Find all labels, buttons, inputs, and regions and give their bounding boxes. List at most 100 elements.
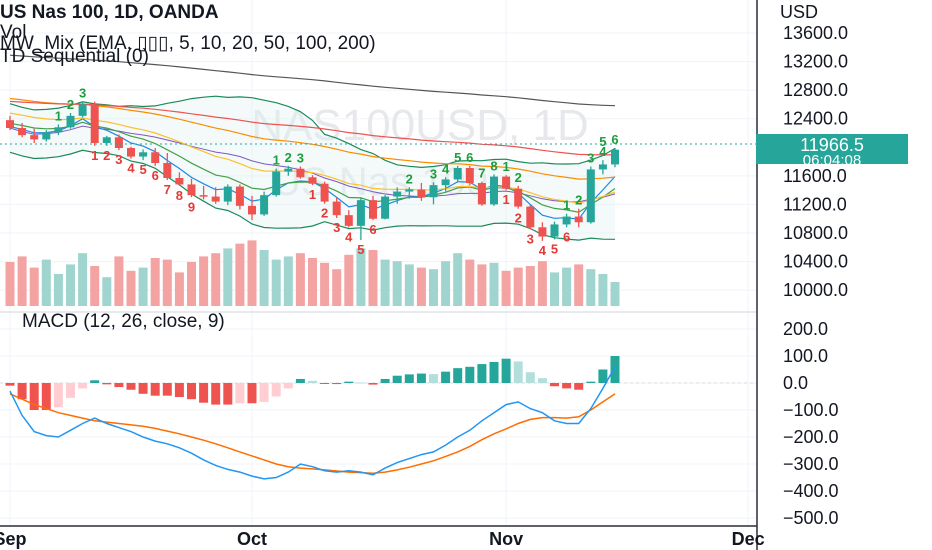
price-tick-label: 10800.0 [783,223,848,243]
legend-mix[interactable]: MW_Mix (EMA, ▯▯▯, 5, 10, 20, 50, 100, 20… [0,33,376,54]
candle [453,165,462,182]
td-count-green: 3 [297,151,304,166]
td-count-red: 1 [502,192,509,207]
macd-histogram-bar [199,383,209,403]
legend-macd[interactable]: MACD (12, 26, close, 9) [22,311,225,332]
td-count-red: 5 [139,162,146,177]
candle [320,181,329,204]
candle [260,191,269,216]
price-tick-label: 10400.0 [783,252,848,272]
td-count-green: 4 [599,144,607,159]
volume-bar [223,248,233,306]
macd-histogram-bar [259,383,269,402]
macd-histogram-bar [598,369,608,383]
candle [235,184,244,210]
volume-bar [138,267,148,306]
volume-bar [453,253,463,306]
macd-histogram-bar [380,378,390,383]
price-tick-label: 13600.0 [783,23,848,43]
candle [18,123,27,138]
macd-histogram-bar [174,383,184,398]
candle-body [332,201,341,216]
currency-label: USD [780,2,819,22]
macd-histogram-bar [441,371,451,383]
volume-bar [247,240,257,306]
legend-vol[interactable]: Vol [0,22,27,43]
td-count-green: 5 [599,134,606,149]
td-count-red: 8 [176,188,183,203]
macd-tick-label: 0.0 [783,373,808,393]
macd-histogram-bar [550,383,559,387]
candle-body [235,186,244,206]
td-count-red: 2 [515,211,522,226]
macd-histogram-bar [308,380,317,383]
candle [332,198,341,218]
candle-body [477,183,486,205]
macd-histogram-bar [114,383,124,388]
candle-body [272,171,281,196]
candle [538,222,547,241]
macd-histogram-bar [537,378,547,383]
macd-histogram-bar [501,358,511,383]
candle-body [356,200,365,226]
price-axis[interactable]: 13600.0 13200.0 12800.0 12400.0 11600.0 11200… [783,23,848,300]
candle [393,187,402,204]
macd-histogram-bar [235,383,245,404]
macd-histogram-bar [610,356,620,383]
signal-line [9,393,616,474]
candle-body [344,215,353,226]
volume-bar [562,267,572,306]
td-count-green: 1 [502,159,509,174]
volume-bar [332,269,342,306]
last-price-badge: 11966.5 06:04:08 [756,134,908,168]
candle [598,160,607,175]
candle [369,195,377,221]
candle [405,187,414,199]
volume-bar [550,272,559,306]
candle [223,184,232,206]
legend-td[interactable]: TD Sequential (0) [0,46,149,67]
candle [490,174,498,206]
candle [187,178,196,198]
volume-bar [586,269,596,306]
bollinger-lower [9,149,616,241]
candle [441,177,450,192]
macd-pane [0,356,757,480]
ema-100-line [9,100,616,156]
time-axis[interactable]: Sep Oct Nov Dec [0,529,765,549]
macd-histogram-bar [392,375,402,383]
candle [526,205,535,230]
candle [562,213,571,228]
volume-bar [380,259,390,306]
candle-body [381,196,390,219]
td-count-red: 3 [115,152,122,167]
macd-histogram-bar [5,383,15,386]
volume-bar [150,258,160,306]
volume-bar [610,282,620,306]
td-count-red: 1 [91,148,98,163]
candle-body [223,186,232,202]
time-tick-label: Dec [732,529,765,549]
macd-histogram-bar [223,383,233,405]
volume-bar [259,250,269,306]
candle [54,124,63,136]
macd-histogram-bar [162,383,172,396]
candle-body [54,127,63,133]
candle-body [538,227,547,237]
candle-body [18,128,27,136]
candle-body [465,168,474,183]
macd-histogram-bar [525,372,535,383]
td-count-green: 1 [563,198,570,213]
legend-symbol[interactable]: US Nas 100, 1D, OANDA [0,2,219,23]
candle [611,148,619,168]
candle [90,101,99,146]
volume-bar [392,261,402,306]
td-count-green: 3 [79,86,86,101]
macd-axis[interactable]: 200.0 100.0 0.0 −100.0 −200.0 −300.0 −400.0 −50… [783,319,839,528]
volume-bar [429,269,438,306]
td-count-red: 2 [103,148,110,163]
time-tick-label: Nov [489,529,523,549]
candle [550,221,559,240]
